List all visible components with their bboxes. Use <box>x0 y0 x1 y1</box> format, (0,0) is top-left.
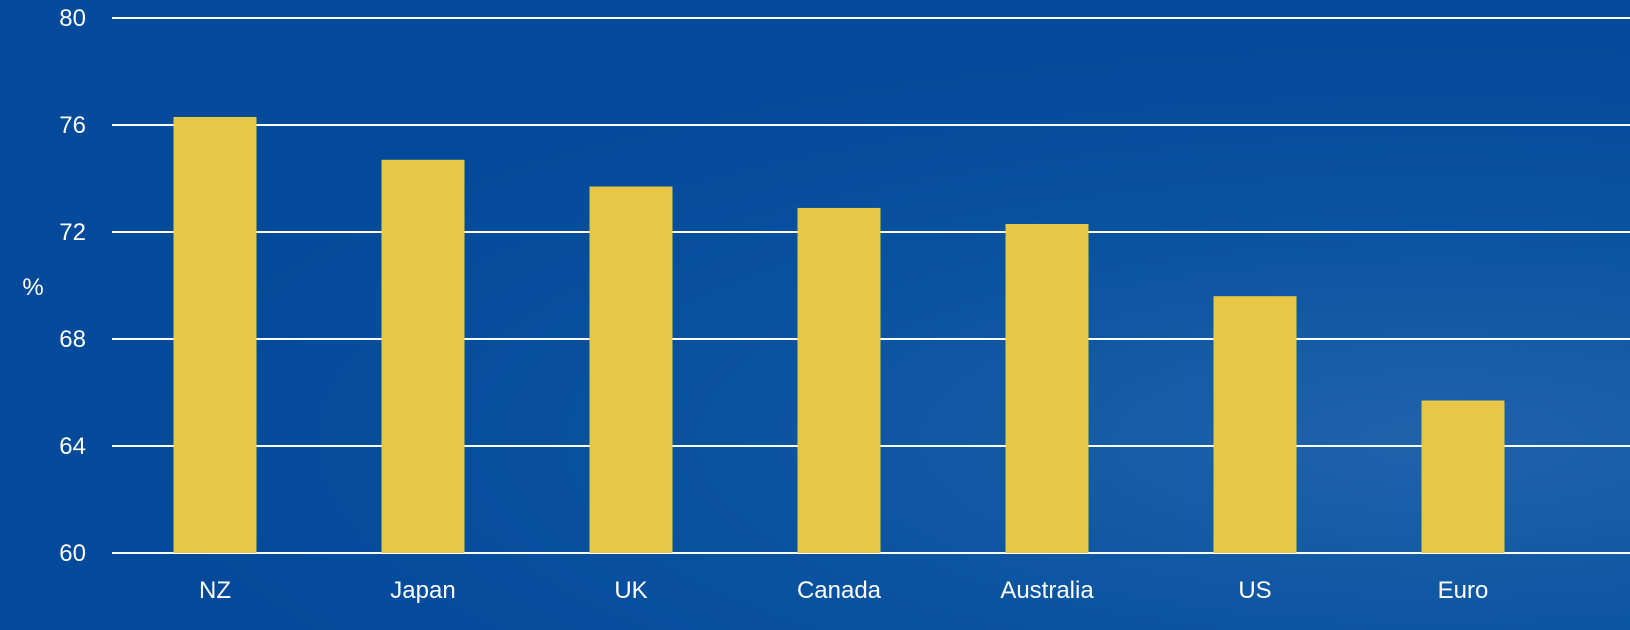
x-tick-label: US <box>1238 577 1271 604</box>
x-tick-labels: NZ Japan UK Canada Australia US Euro <box>199 577 1488 604</box>
bar-japan <box>381 159 465 553</box>
bar-us <box>1213 296 1297 553</box>
bar-uk <box>589 186 673 553</box>
y-tick-labels: 60 64 68 72 76 80 <box>59 5 86 567</box>
bar-australia <box>1005 223 1089 553</box>
y-tick-label: 76 <box>59 112 86 139</box>
bar-euro <box>1421 400 1505 553</box>
bars <box>173 116 1505 554</box>
x-tick-label: Japan <box>390 577 455 604</box>
bar-nz <box>173 116 257 553</box>
y-axis-label: % <box>22 274 43 301</box>
x-tick-label: Euro <box>1438 577 1489 604</box>
x-tick-label: Canada <box>797 577 882 604</box>
y-tick-label: 80 <box>59 5 86 32</box>
y-tick-label: 72 <box>59 219 86 246</box>
x-tick-label: UK <box>614 577 647 604</box>
y-tick-label: 68 <box>59 326 86 353</box>
bar-canada <box>797 207 881 554</box>
y-tick-label: 64 <box>59 433 86 460</box>
x-tick-label: NZ <box>199 577 231 604</box>
x-tick-label: Australia <box>1000 577 1094 604</box>
y-tick-label: 60 <box>59 540 86 567</box>
